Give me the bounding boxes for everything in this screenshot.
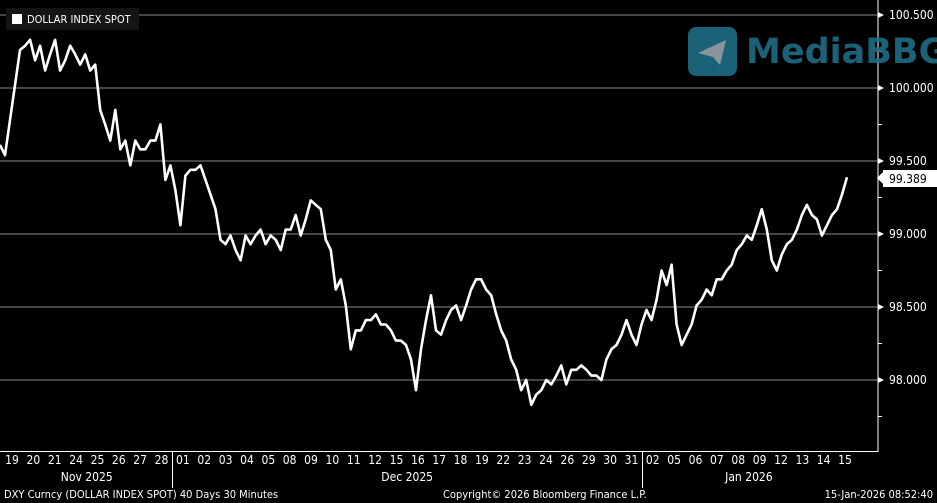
x-month-label: Jan 2026: [725, 470, 773, 484]
x-day-label: 08: [731, 453, 746, 467]
x-day-label: 20: [26, 453, 41, 467]
watermark-text: MediaBBG: [746, 31, 937, 72]
x-day-label: 30: [603, 453, 617, 467]
x-day-label: 08: [282, 453, 297, 467]
x-day-label: 10: [325, 453, 340, 467]
x-day-label: 22: [496, 453, 511, 467]
x-day-label: 23: [517, 453, 532, 467]
x-day-label: 02: [645, 453, 660, 467]
footer-security: DXY Curncy (DOLLAR INDEX SPOT) 40 Days 3…: [4, 488, 279, 501]
x-day-label: 26: [560, 453, 575, 467]
x-day-label: 16: [410, 453, 425, 467]
x-day-label: 18: [453, 453, 468, 467]
y-tick-label: 99.000: [889, 227, 927, 241]
y-tick-label: 98.000: [889, 373, 927, 387]
legend: DOLLAR INDEX SPOT: [6, 8, 139, 30]
last-value-label: 99.389: [877, 170, 937, 187]
x-day-label: 11: [346, 453, 361, 467]
x-day-label: 27: [133, 453, 148, 467]
tick-arrow: [878, 304, 884, 310]
x-day-label: 29: [581, 453, 596, 467]
x-day-label: 24: [539, 453, 553, 467]
x-day-label: 12: [774, 453, 788, 467]
tick-arrow: [878, 231, 884, 237]
x-day-label: 15: [838, 453, 852, 467]
x-day-label: 05: [667, 453, 682, 467]
x-day-label: 26: [111, 453, 126, 467]
tick-arrow: [878, 12, 884, 18]
x-day-label: 25: [90, 453, 105, 467]
series-line: [0, 38, 849, 407]
telegram-plane-icon: [688, 27, 737, 76]
footer-timestamp: 15-Jan-2026 08:52:40: [824, 488, 933, 501]
x-month-label: Nov 2025: [60, 470, 113, 484]
x-day-label: 19: [5, 453, 19, 467]
tick-arrow: [878, 85, 884, 91]
tick-arrow: [878, 377, 884, 383]
x-day-label: 24: [69, 453, 83, 467]
y-tick-label: 99.500: [889, 154, 927, 168]
y-tick-label: 100.000: [889, 81, 934, 95]
x-month-label: Dec 2025: [381, 470, 434, 484]
x-day-label: 21: [47, 453, 62, 467]
x-day-label: 17: [432, 453, 447, 467]
x-day-label: 12: [368, 453, 382, 467]
x-day-label: 05: [261, 453, 276, 467]
watermark-logo: MediaBBG: [688, 27, 937, 76]
x-day-label: 14: [816, 453, 831, 467]
x-day-label: 09: [304, 453, 318, 467]
legend-swatch: [12, 14, 22, 24]
x-day-label: 03: [218, 453, 233, 467]
x-day-label: 09: [752, 453, 767, 467]
legend-label: DOLLAR INDEX SPOT: [27, 12, 131, 26]
x-day-label: 15: [389, 453, 404, 467]
footer-copyright: Copyright© 2026 Bloomberg Finance L.P.: [443, 488, 647, 501]
month-separator: [642, 452, 644, 488]
x-day-label: 13: [795, 453, 810, 467]
x-day-label: 02: [197, 453, 212, 467]
x-day-label: 28: [154, 453, 169, 467]
y-tick-label: 98.500: [889, 300, 927, 314]
x-day-label: 04: [240, 453, 254, 467]
x-day-label: 01: [176, 453, 190, 467]
y-tick-label: 100.500: [889, 8, 934, 22]
x-day-label: 19: [475, 453, 489, 467]
x-day-label: 07: [710, 453, 724, 467]
tick-arrow: [878, 158, 884, 164]
month-separator: [172, 452, 174, 488]
x-day-label: 06: [688, 453, 703, 467]
x-day-label: 31: [624, 453, 639, 467]
